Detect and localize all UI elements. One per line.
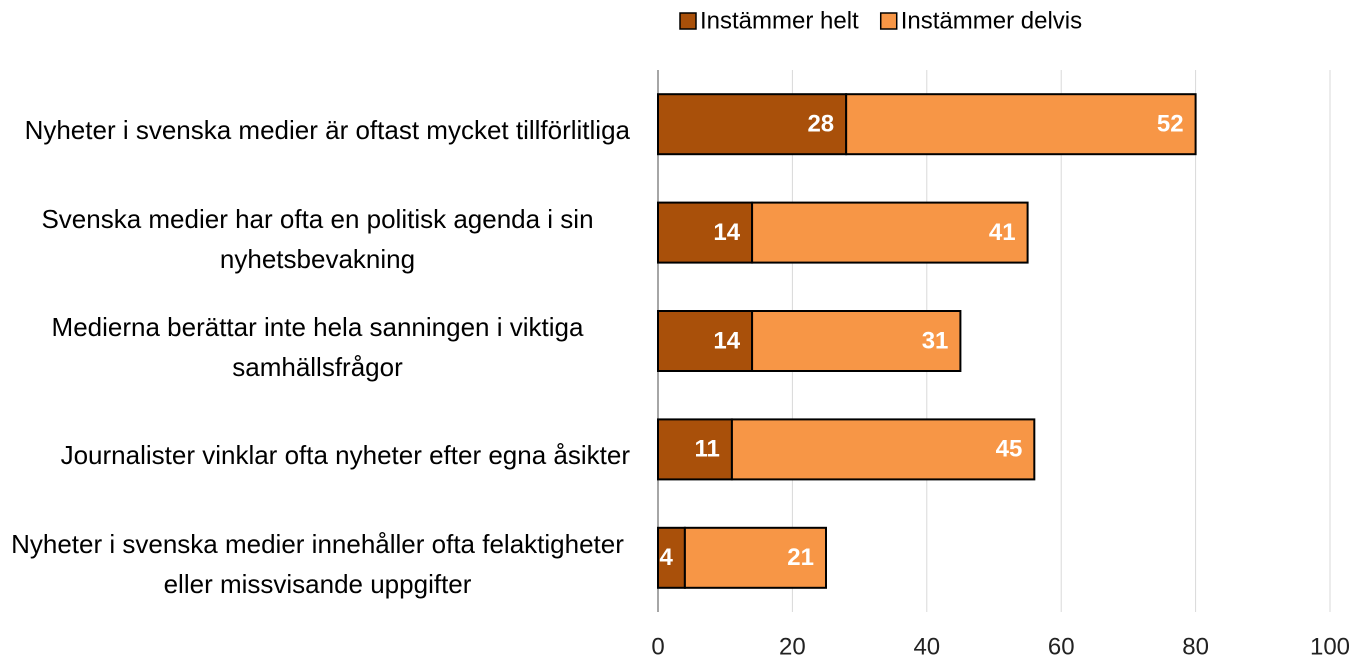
value-label: 11 [695,436,720,463]
value-label: 45 [996,436,1023,463]
x-tick-label: 100 [1310,633,1350,660]
bar-segment [751,201,1029,264]
x-tick-label: 80 [1182,633,1209,660]
value-label: 41 [989,219,1016,246]
category-label-box: Medierna berättar inte hela sanningen i … [0,293,630,401]
value-label: 28 [807,111,834,138]
legend-label: Instämmer delvis [901,7,1082,34]
category-label-box: Nyheter i svenska medier innehåller ofta… [0,510,630,618]
legend-swatch [879,12,898,30]
legend-label: Instämmer helt [700,7,859,34]
x-tick-label: 60 [1048,633,1075,660]
category-label-box: Nyheter i svenska medier är oftast mycke… [0,76,630,184]
bar-segment [657,93,848,156]
bar-segment [845,93,1197,156]
bar-segment [730,418,1036,481]
legend-swatch [679,12,697,30]
value-label: 21 [787,544,814,571]
bar-segment [657,201,754,264]
bar-segment [751,310,962,372]
x-tick-label: 20 [779,633,806,660]
value-label: 14 [713,219,740,246]
value-label: 14 [713,327,740,354]
bar-segment [683,526,827,589]
category-label: Nyheter i svenska medier är oftast mycke… [24,115,630,146]
bar-segment [657,526,686,589]
category-label: Journalister vinklar ofta nyheter efter … [60,440,630,471]
bar-segment [657,310,754,372]
value-label: 52 [1157,111,1184,138]
x-tick-label: 0 [651,633,664,660]
value-label: 4 [660,544,674,571]
category-label: Nyheter i svenska medier innehåller ofta… [11,528,624,599]
category-label-box: Journalister vinklar ofta nyheter efter … [0,401,630,509]
value-label: 31 [922,327,949,354]
x-tick-label: 40 [913,633,940,660]
category-label: Svenska medier har ofta en politisk agen… [41,203,594,274]
category-label-box: Svenska medier har ofta en politisk agen… [0,184,630,292]
category-label: Medierna berättar inte hela sanningen i … [51,311,584,382]
